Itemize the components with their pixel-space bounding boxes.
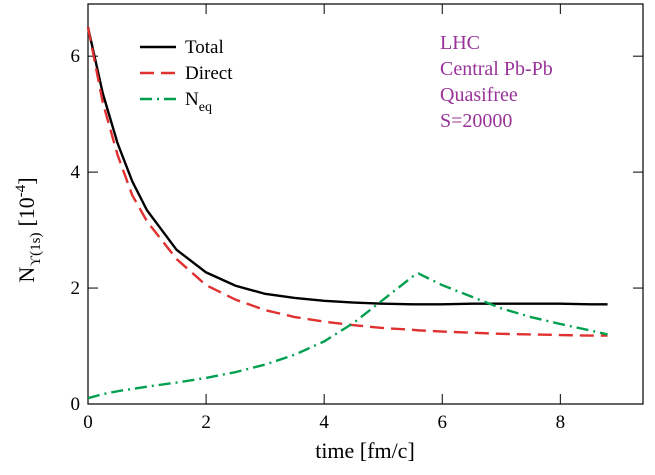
annotation: Quasifree: [440, 84, 518, 106]
y-tick-label: 6: [71, 46, 81, 67]
y-label-sub: ϒ(1s): [28, 233, 44, 267]
series-line: [87, 272, 608, 400]
annotation: S=20000: [440, 110, 512, 132]
x-axis-label: time [fm/c]: [315, 438, 415, 463]
y-axis-label: Nϒ(1s) [10-4]: [13, 177, 44, 282]
annotation: LHC: [440, 32, 480, 54]
y-tick-label: 4: [71, 162, 81, 183]
legend-name: Direct: [185, 63, 233, 84]
y-label-close: ]: [14, 177, 39, 184]
y-label-main: N: [14, 267, 39, 283]
y-tick-label: 0: [71, 394, 81, 415]
x-tick-label: 2: [201, 412, 211, 433]
series-line: [86, 26, 608, 337]
plot-frame: [87, 3, 644, 405]
y-label-unit: [10: [14, 197, 39, 226]
x-tick-label: 6: [438, 412, 448, 433]
y-tick-label: 2: [71, 278, 81, 299]
x-tick-label: 0: [83, 412, 93, 433]
legend-name: N: [185, 89, 199, 110]
legend-label: Direct: [185, 63, 233, 84]
x-tick-label: 4: [319, 412, 329, 433]
legend-label: Total: [185, 37, 224, 58]
x-tick-label: 8: [556, 412, 566, 433]
legend-name: Total: [185, 37, 224, 58]
legend-label: Neq: [185, 89, 212, 115]
annotation: Central Pb-Pb: [440, 58, 553, 80]
legend-name-sub: eq: [199, 100, 212, 115]
y-label-exp: -4: [13, 184, 29, 197]
series-line: [86, 26, 608, 306]
